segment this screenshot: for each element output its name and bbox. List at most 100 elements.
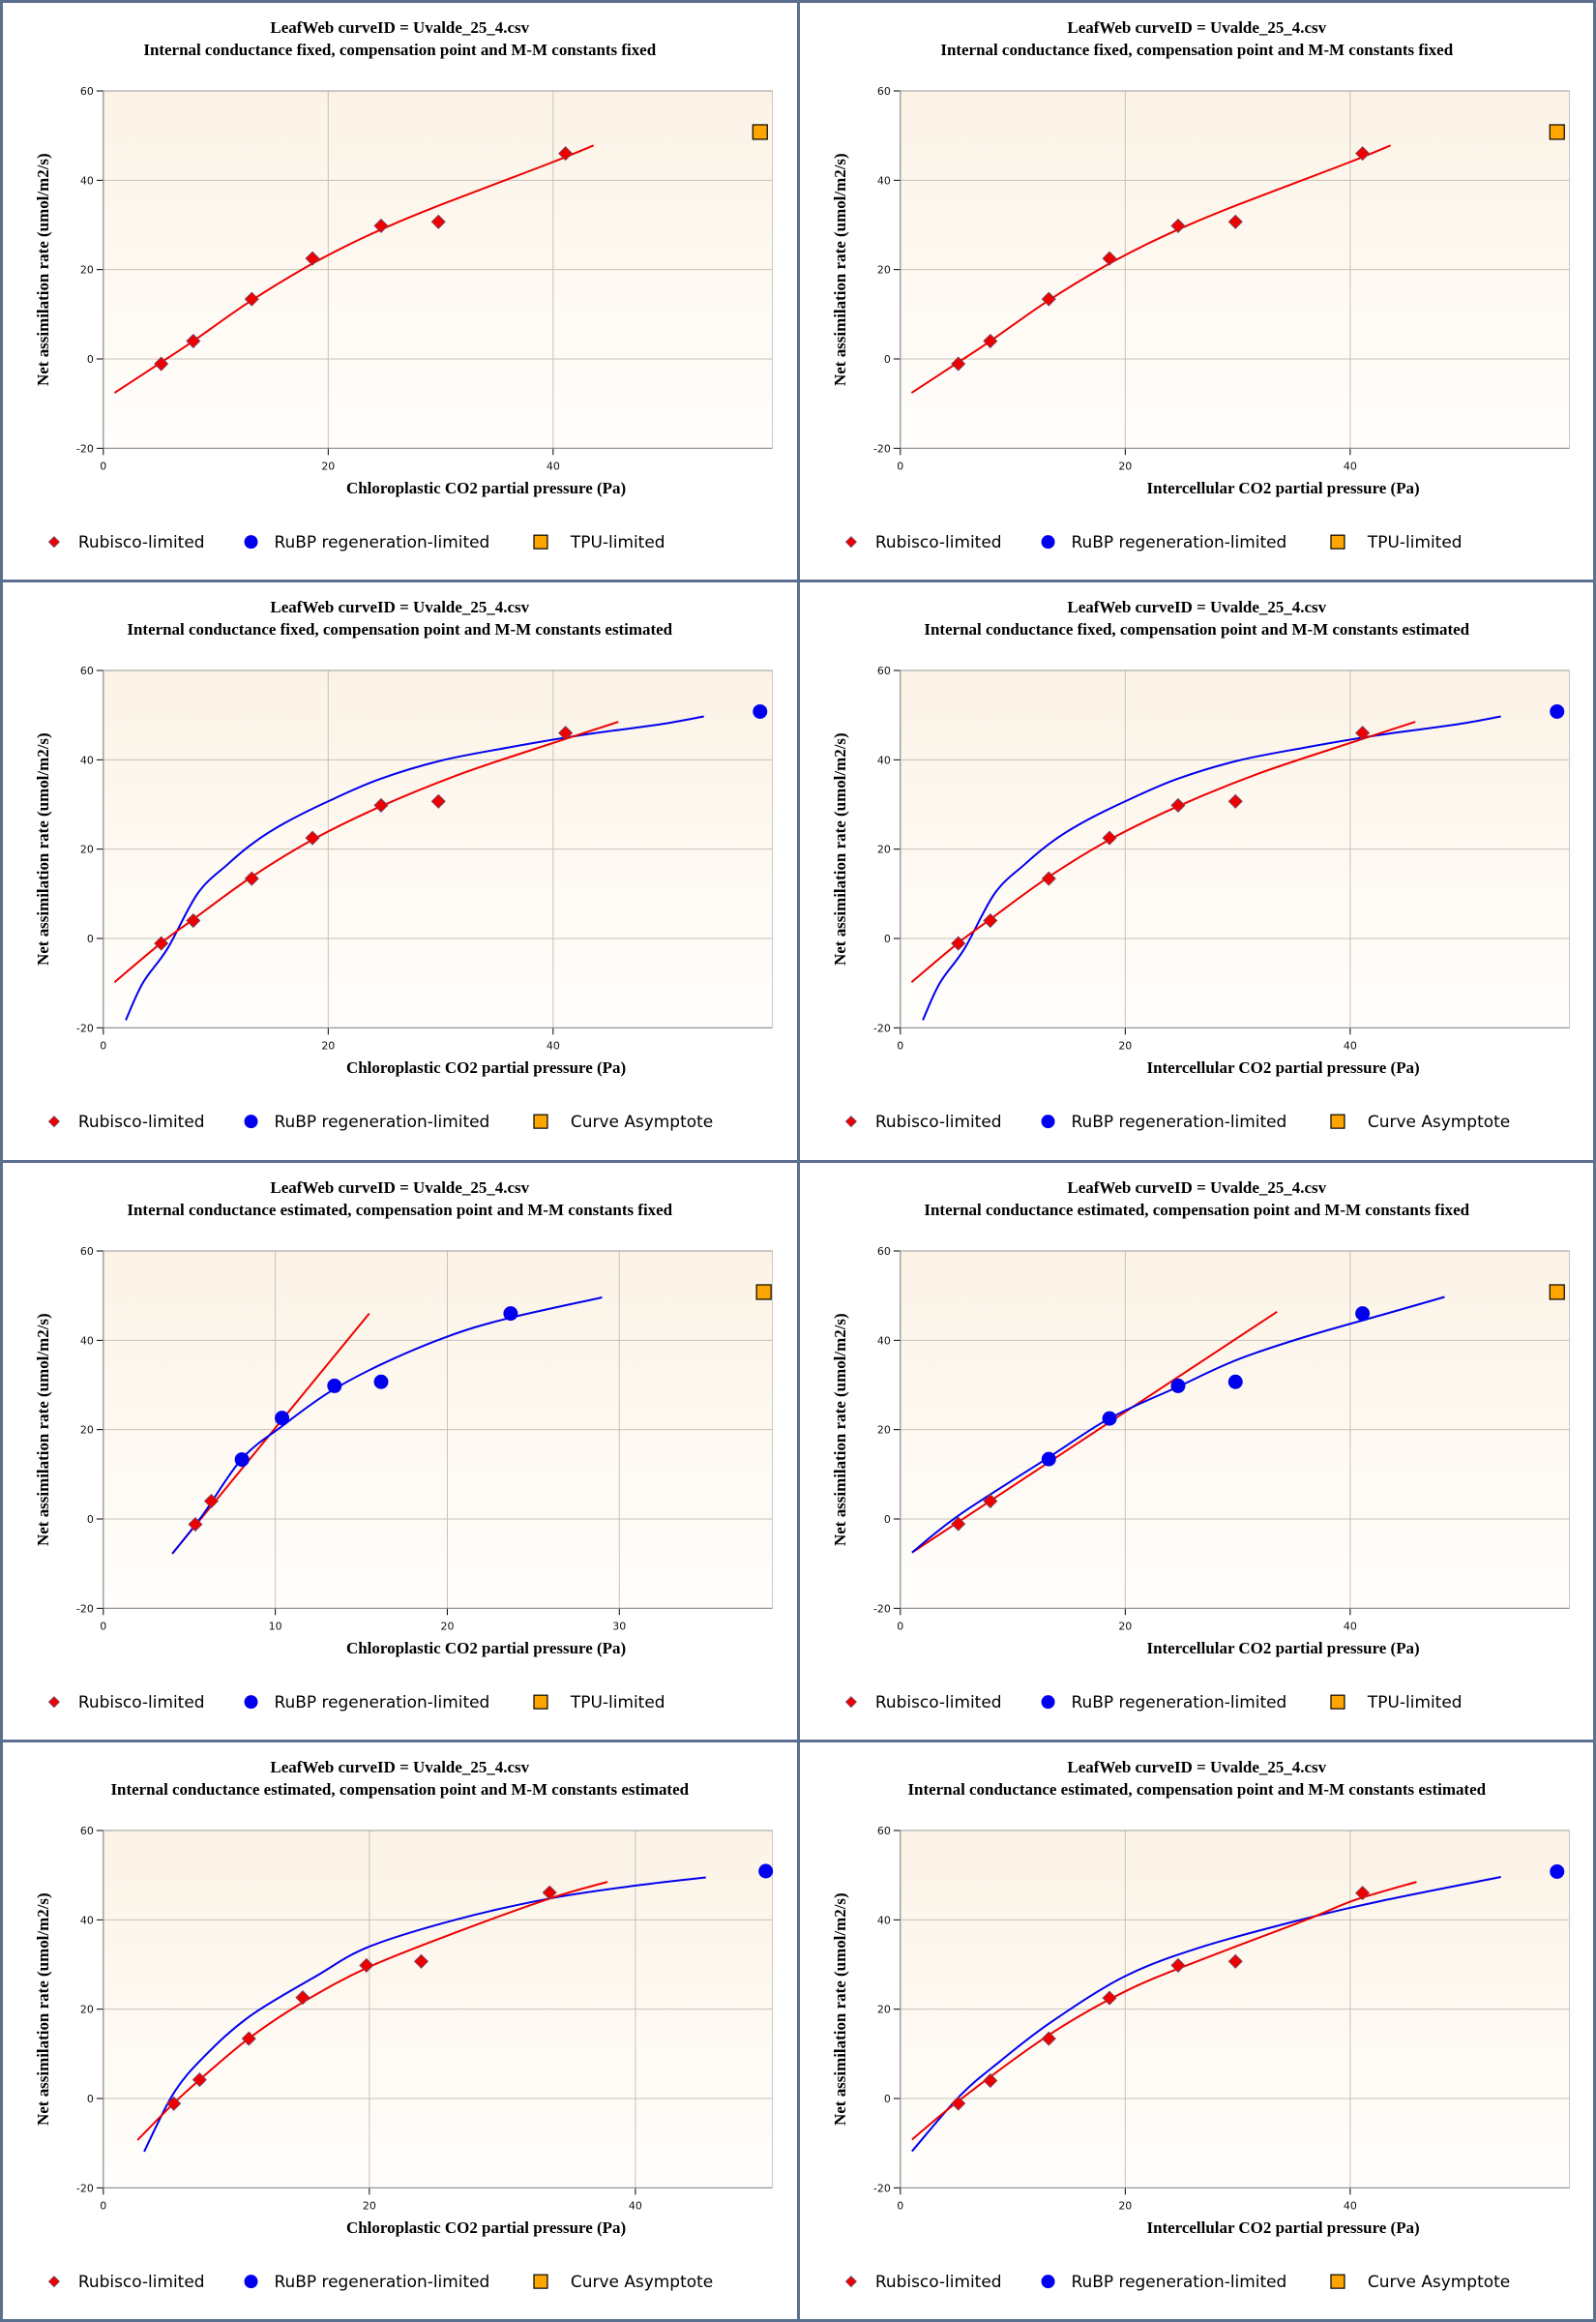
x-tick-label: 20 bbox=[321, 460, 335, 472]
y-tick-label: 0 bbox=[87, 933, 94, 945]
legend-item-rubisco: Rubisco-limited bbox=[47, 532, 205, 551]
x-axis-label: Chloroplastic CO2 partial pressure (Pa) bbox=[346, 1058, 626, 1077]
y-tick-label: 0 bbox=[87, 1512, 94, 1525]
x-tick-label: 0 bbox=[897, 1620, 903, 1632]
data-points bbox=[950, 704, 1564, 951]
chart-svg: LeafWeb curveID = Uvalde_25_4.csv Intern… bbox=[830, 598, 1570, 1131]
chart-panel-7: LeafWeb curveID = Uvalde_25_4.csv Intern… bbox=[3, 1742, 797, 2319]
y-tick-label: 60 bbox=[80, 1244, 94, 1257]
legend-label: TPU-limited bbox=[570, 532, 665, 551]
x-axis-label: Chloroplastic CO2 partial pressure (Pa) bbox=[346, 2218, 626, 2237]
y-tick-label: -20 bbox=[76, 1023, 94, 1035]
x-tick-label: 40 bbox=[629, 2199, 642, 2212]
y-tick-label: 20 bbox=[80, 2003, 94, 2015]
legend-item-tpu: Curve Asymptote bbox=[533, 1112, 713, 1131]
legend-item-rubp: RuBP regeneration-limited bbox=[1041, 2272, 1286, 2291]
rubp-fit-curve bbox=[910, 1875, 1501, 2152]
y-axis-label: Net assimilation rate (umol/m2/s) bbox=[830, 733, 848, 967]
rubisco-data-point bbox=[241, 2031, 256, 2046]
rubisco-data-point bbox=[982, 913, 997, 929]
y-tick-label: 60 bbox=[80, 1825, 94, 1837]
rubisco-data-point bbox=[413, 1953, 429, 1969]
rubisco-data-point bbox=[430, 793, 446, 810]
rubisco-data-point bbox=[373, 218, 389, 233]
y-tick-label: 40 bbox=[876, 174, 890, 187]
rubisco-data-point bbox=[982, 2072, 997, 2088]
y-tick-label: 20 bbox=[80, 844, 94, 856]
legend-square-icon bbox=[533, 1694, 548, 1710]
x-tick-label: 40 bbox=[547, 460, 560, 472]
legend-label: RuBP regeneration-limited bbox=[1071, 2272, 1286, 2291]
asymptote-marker bbox=[1549, 704, 1564, 720]
legend-item-tpu: TPU-limited bbox=[1329, 1692, 1462, 1712]
y-tick-label: 60 bbox=[876, 85, 890, 98]
y-tick-label: 0 bbox=[883, 2093, 890, 2105]
y-axis-label: Net assimilation rate (umol/m2/s) bbox=[830, 153, 848, 386]
y-tick-label: 40 bbox=[876, 1914, 890, 1926]
legend-item-rubisco: Rubisco-limited bbox=[47, 2272, 205, 2291]
y-tick-label: -20 bbox=[76, 2182, 94, 2194]
rubisco-fit-curve bbox=[113, 721, 619, 984]
legend-label: Rubisco-limited bbox=[78, 1692, 205, 1712]
rubisco-data-point bbox=[1041, 871, 1056, 886]
legend-diamond-icon bbox=[844, 2275, 857, 2287]
y-tick-label: 60 bbox=[876, 1825, 890, 1837]
chart-panel-3: LeafWeb curveID = Uvalde_25_4.csv Intern… bbox=[3, 582, 797, 1160]
legend-label: Rubisco-limited bbox=[874, 1112, 1001, 1131]
legend-item-rubisco: Rubisco-limited bbox=[844, 1692, 1001, 1712]
y-tick-label: 60 bbox=[80, 665, 94, 677]
legend-item-tpu: TPU-limited bbox=[533, 1692, 665, 1712]
chart-panel-4: LeafWeb curveID = Uvalde_25_4.csv Intern… bbox=[799, 582, 1593, 1160]
rubisco-data-point bbox=[1169, 1957, 1186, 1973]
x-tick-label: 10 bbox=[269, 1620, 282, 1632]
x-axis-label: Intercellular CO2 partial pressure (Pa) bbox=[1146, 1639, 1419, 1657]
data-points bbox=[950, 124, 1565, 372]
axes: -20 0 20 40 60 0 20 40 bbox=[76, 85, 774, 472]
chart-svg: LeafWeb curveID = Uvalde_25_4.csv Intern… bbox=[34, 18, 774, 551]
rubp-data-point bbox=[1227, 1374, 1243, 1389]
legend-item-tpu: Curve Asymptote bbox=[1329, 1112, 1510, 1131]
legend-item-rubp: RuBP regeneration-limited bbox=[1041, 1692, 1286, 1712]
legend: Rubisco-limited RuBP regeneration-limited… bbox=[47, 1112, 713, 1131]
legend: Rubisco-limited RuBP regeneration-limited… bbox=[844, 2272, 1510, 2291]
legend-label: Rubisco-limited bbox=[874, 1692, 1001, 1712]
tpu-limit-marker bbox=[755, 1283, 772, 1300]
legend: Rubisco-limited RuBP regeneration-limited… bbox=[844, 1112, 1510, 1131]
y-tick-label: 20 bbox=[80, 264, 94, 277]
legend-circle-icon bbox=[1041, 2274, 1055, 2288]
rubp-data-point bbox=[327, 1378, 342, 1393]
chart-panel-5: LeafWeb curveID = Uvalde_25_4.csv Intern… bbox=[3, 1162, 797, 1740]
legend: Rubisco-limited RuBP regeneration-limited… bbox=[844, 532, 1462, 551]
chart-svg: LeafWeb curveID = Uvalde_25_4.csv Intern… bbox=[830, 1178, 1570, 1712]
data-points bbox=[188, 1283, 772, 1532]
x-axis-label: Chloroplastic CO2 partial pressure (Pa) bbox=[346, 479, 626, 497]
rubisco-data-point bbox=[154, 356, 169, 372]
legend-diamond-icon bbox=[47, 2275, 60, 2287]
fit-curves bbox=[910, 715, 1501, 1022]
fit-curves bbox=[910, 144, 1391, 394]
axes: -20 0 20 40 60 0 10 20 30 bbox=[76, 1244, 774, 1632]
legend-circle-icon bbox=[244, 1115, 258, 1129]
rubisco-data-point bbox=[542, 1885, 557, 1900]
rubisco-data-point bbox=[186, 333, 201, 349]
legend-item-rubp: RuBP regeneration-limited bbox=[244, 532, 489, 551]
legend-label: Curve Asymptote bbox=[571, 2272, 713, 2291]
legend-label: Curve Asymptote bbox=[1367, 2272, 1509, 2291]
fit-curves bbox=[113, 144, 595, 394]
legend-item-rubp: RuBP regeneration-limited bbox=[244, 2272, 489, 2291]
x-tick-label: 0 bbox=[100, 2199, 106, 2212]
chart-title: LeafWeb curveID = Uvalde_25_4.csv bbox=[270, 18, 529, 37]
legend-label: RuBP regeneration-limited bbox=[1071, 532, 1286, 551]
rubisco-data-point bbox=[166, 2096, 182, 2111]
chart-title: LeafWeb curveID = Uvalde_25_4.csv bbox=[1067, 18, 1326, 37]
legend-item-rubp: RuBP regeneration-limited bbox=[1041, 1112, 1286, 1131]
y-tick-label: 40 bbox=[876, 1334, 890, 1347]
rubisco-fit-curve bbox=[910, 1310, 1278, 1553]
rubisco-data-point bbox=[950, 2096, 965, 2111]
y-tick-label: -20 bbox=[872, 1602, 890, 1615]
y-axis-label: Net assimilation rate (umol/m2/s) bbox=[34, 733, 52, 967]
x-tick-label: 0 bbox=[897, 460, 903, 472]
rubisco-data-point bbox=[1227, 1953, 1243, 1969]
data-points bbox=[154, 124, 768, 372]
legend-circle-icon bbox=[1041, 535, 1055, 550]
